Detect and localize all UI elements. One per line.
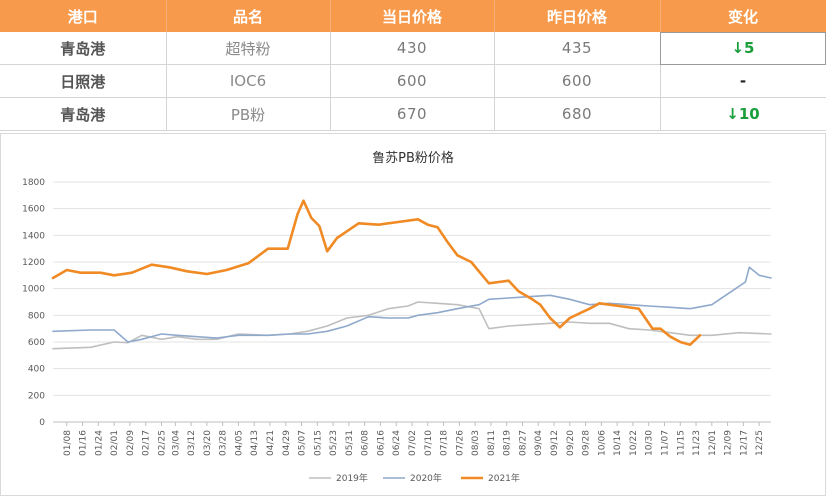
table-row: 青岛港 超特粉 430 435 ↓5 xyxy=(0,32,826,65)
y-tick-label: 200 xyxy=(28,391,45,401)
x-tick-label: 09/12 xyxy=(550,430,560,456)
chart-legend: 2019年 2020年 2021年 xyxy=(309,472,520,484)
cell-product: PB粉 xyxy=(166,97,331,131)
x-tick-label: 09/04 xyxy=(534,430,544,456)
x-tick-label: 04/13 xyxy=(250,430,260,456)
y-tick-label: 800 xyxy=(28,311,45,321)
table-row: 青岛港 PB粉 670 680 ↓10 xyxy=(0,97,826,131)
cell-yesterday-price: 600 xyxy=(494,64,661,98)
series-line-2019年 xyxy=(52,301,772,350)
x-tick-label: 03/28 xyxy=(219,430,229,456)
x-tick-label: 01/16 xyxy=(79,430,89,456)
x-tick-label: 10/22 xyxy=(629,430,639,456)
x-tick-label: 01/24 xyxy=(94,430,104,456)
series-line-2020年 xyxy=(52,266,772,343)
x-tick-label: 04/05 xyxy=(234,430,244,456)
chart-panel: 鲁苏PB粉价格 0 200 400 600 800 1000 1200 1400 1600 180… xyxy=(0,133,826,496)
x-tick-label: 07/02 xyxy=(408,430,418,456)
cell-today-price: 430 xyxy=(330,32,495,65)
x-tick-label: 07/18 xyxy=(440,430,450,456)
x-tick-label: 08/03 xyxy=(471,430,481,456)
cell-product: 超特粉 xyxy=(166,32,331,65)
x-tick-label: 10/06 xyxy=(597,430,607,456)
y-tick-label: 1400 xyxy=(22,231,45,241)
x-tick-label: 04/29 xyxy=(282,430,292,456)
header-yesterday-price: 昨日价格 xyxy=(494,0,661,32)
x-tick-label: 05/23 xyxy=(329,430,339,456)
x-tick-label: 11/07 xyxy=(660,430,670,456)
chart-title: 鲁苏PB粉价格 xyxy=(372,150,454,166)
cell-port: 青岛港 xyxy=(0,97,167,131)
y-tick-label: 0 xyxy=(39,418,45,428)
x-tick-label: 11/23 xyxy=(692,430,702,456)
cell-change: - xyxy=(660,64,826,98)
series-line-2021年 xyxy=(51,199,702,346)
x-tick-label: 12/17 xyxy=(739,430,749,456)
legend-label: 2020年 xyxy=(410,472,442,484)
cell-change: ↓5 xyxy=(660,32,826,65)
x-tick-label: 02/01 xyxy=(110,430,120,456)
price-table: 港口 品名 当日价格 昨日价格 变化 青岛港 超特粉 430 435 ↓5 日照… xyxy=(0,0,826,131)
x-tick-label: 03/20 xyxy=(203,430,213,456)
cell-yesterday-price: 680 xyxy=(494,97,661,131)
legend-label: 2021年 xyxy=(488,472,520,484)
header-product: 品名 xyxy=(166,0,331,32)
x-tick-label: 09/28 xyxy=(582,430,592,456)
x-tick-label: 12/09 xyxy=(724,430,734,456)
x-tick-label: 03/04 xyxy=(171,430,181,456)
x-tick-label: 10/30 xyxy=(645,430,655,456)
price-line-chart: 鲁苏PB粉价格 0 200 400 600 800 1000 1200 1400 1600 180… xyxy=(22,150,772,484)
y-tick-label: 600 xyxy=(28,338,45,348)
x-tick-label: 08/11 xyxy=(487,430,497,456)
x-tick-label: 07/10 xyxy=(424,430,434,456)
table-header-row: 港口 品名 当日价格 昨日价格 变化 xyxy=(0,0,826,32)
y-tick-label: 400 xyxy=(28,365,45,375)
x-tick-label: 06/08 xyxy=(361,430,371,456)
x-tick-label: 02/09 xyxy=(126,430,136,456)
x-tick-label: 04/21 xyxy=(266,430,276,456)
chart-grid xyxy=(53,181,771,423)
y-tick-label: 1600 xyxy=(22,205,45,215)
x-tick-label: 08/19 xyxy=(503,430,513,456)
x-tick-label: 06/16 xyxy=(376,430,386,456)
cell-yesterday-price: 435 xyxy=(494,32,661,65)
header-change: 变化 xyxy=(660,0,826,32)
cell-change: ↓10 xyxy=(660,97,826,131)
cell-product: IOC6 xyxy=(166,64,331,98)
y-tick-label: 1800 xyxy=(22,178,45,188)
chart-series xyxy=(51,199,772,350)
y-tick-label: 1000 xyxy=(22,285,45,295)
x-tick-label: 01/08 xyxy=(63,430,73,456)
x-tick-label: 05/31 xyxy=(345,430,355,456)
cell-port: 青岛港 xyxy=(0,32,167,65)
x-tick-label: 08/27 xyxy=(518,430,528,456)
header-port: 港口 xyxy=(0,0,167,32)
x-tick-label: 05/07 xyxy=(298,430,308,456)
legend-label: 2019年 xyxy=(336,472,368,484)
x-tick-label: 03/12 xyxy=(187,430,197,456)
x-tick-label: 02/25 xyxy=(157,430,167,456)
table-row: 日照港 IOC6 600 600 - xyxy=(0,64,826,98)
x-tick-label: 05/15 xyxy=(313,430,323,456)
x-tick-label: 09/20 xyxy=(566,430,576,456)
cell-today-price: 670 xyxy=(330,97,495,131)
x-tick-label: 11/15 xyxy=(676,430,686,456)
y-axis: 0 200 400 600 800 1000 1200 1400 1600 1800 xyxy=(22,178,45,428)
x-tick-label: 12/01 xyxy=(708,430,718,456)
x-tick-label: 07/26 xyxy=(455,430,465,456)
x-axis: 01/08 01/16 01/24 02/01 02/09 02/17 02/25 03/04… xyxy=(63,422,765,456)
x-tick-label: 10/14 xyxy=(613,430,623,456)
cell-today-price: 600 xyxy=(330,64,495,98)
y-tick-label: 1200 xyxy=(22,258,45,268)
x-tick-label: 02/17 xyxy=(142,430,152,456)
x-tick-label: 06/24 xyxy=(392,430,402,456)
x-tick-label: 12/25 xyxy=(755,430,765,456)
header-today-price: 当日价格 xyxy=(330,0,495,32)
cell-port: 日照港 xyxy=(0,64,167,98)
